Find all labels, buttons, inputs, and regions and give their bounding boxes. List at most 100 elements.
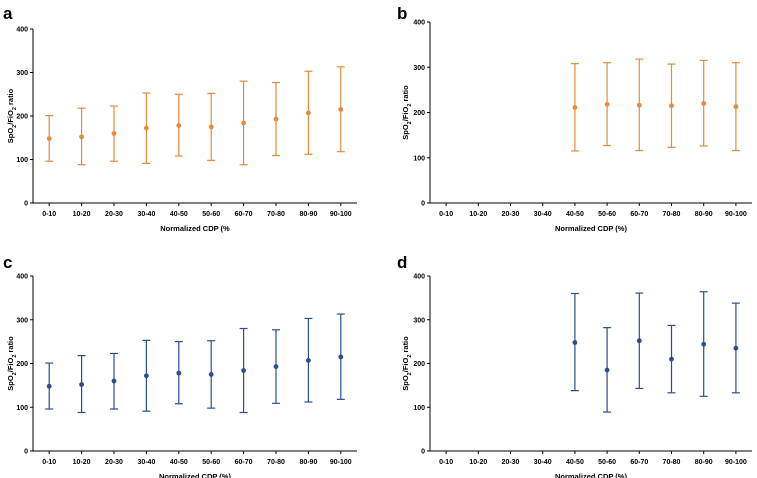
y-tick-label: 400 — [16, 274, 28, 281]
data-point — [144, 373, 149, 379]
data-point — [273, 364, 279, 369]
x-axis-title: Normalized CDP (%) — [555, 472, 627, 478]
x-tick-label: 60-70 — [235, 459, 253, 466]
x-tick-label: 10-20 — [469, 211, 487, 218]
y-tick-label: 400 — [413, 274, 425, 281]
x-tick-label: 90-100 — [725, 211, 747, 218]
x-tick-label: 70-80 — [267, 211, 285, 218]
y-tick-label: 200 — [16, 361, 28, 368]
data-point — [572, 105, 578, 110]
x-axis-title: Normalized CDP (%) — [159, 472, 231, 478]
x-tick-label: 80-90 — [299, 211, 317, 218]
x-tick-label: 90-100 — [330, 211, 352, 218]
panel-letter: c — [3, 253, 12, 272]
y-tick-label: 100 — [413, 155, 425, 162]
chart-panel-a: a 0 100 200 300 400 0-10 10-20 20-30 30-40 40-50 50… — [3, 4, 357, 233]
x-tick-label: 40-50 — [170, 211, 188, 218]
data-point — [208, 372, 214, 377]
x-tick-label: 0-10 — [439, 459, 453, 466]
y-axis-title-subscript: 2 — [407, 355, 413, 358]
y-tick-label: 200 — [413, 361, 425, 368]
x-axis-title: Normalized CDP (% — [160, 224, 230, 233]
x-tick-label: 60-70 — [235, 211, 253, 218]
x-tick-label: 20-30 — [105, 211, 123, 218]
x-tick-label: 70-80 — [663, 459, 681, 466]
data-point — [46, 136, 52, 142]
y-tick-label: 300 — [16, 317, 28, 324]
data-point — [572, 340, 578, 345]
x-tick-label: 30-40 — [137, 459, 155, 466]
x-tick-label: 50-60 — [202, 459, 220, 466]
x-axis-title: Normalized CDP (%) — [555, 224, 627, 233]
y-axis-title: SpO2/FiO2 ratio — [6, 336, 18, 391]
y-tick-label: 0 — [24, 201, 28, 208]
x-tick-label: 40-50 — [566, 459, 584, 466]
data-point — [79, 134, 84, 140]
x-tick-label: 30-40 — [534, 211, 552, 218]
y-axis-title-subscript: 2 — [12, 372, 18, 375]
y-tick-label: 300 — [413, 65, 425, 72]
x-tick-label: 20-30 — [502, 459, 520, 466]
data-point — [604, 367, 610, 373]
data-point — [604, 101, 610, 107]
y-axis-title-part: /FiO — [401, 358, 410, 373]
y-tick-label: 0 — [421, 201, 425, 208]
y-axis-title-subscript: 2 — [407, 121, 413, 124]
data-point — [306, 358, 311, 363]
y-tick-label: 200 — [413, 110, 425, 117]
data-point — [176, 370, 182, 376]
x-tick-label: 60-70 — [630, 459, 648, 466]
y-axis-title-part: SpO — [6, 375, 15, 391]
x-tick-label: 90-100 — [330, 459, 352, 466]
x-tick-label: 40-50 — [170, 459, 188, 466]
y-axis-title-part: SpO — [401, 124, 410, 140]
x-tick-label: 50-60 — [598, 211, 616, 218]
data-point — [306, 110, 311, 116]
data-point — [46, 383, 52, 389]
data-point — [733, 345, 739, 351]
y-axis-title-part: ratio — [6, 336, 15, 355]
data-point — [636, 102, 642, 108]
x-tick-label: 20-30 — [502, 211, 520, 218]
y-tick-label: 0 — [24, 449, 28, 456]
data-point — [636, 338, 642, 344]
data-point — [111, 378, 117, 384]
x-tick-label: 10-20 — [73, 211, 91, 218]
y-axis-title-subscript: 2 — [407, 104, 413, 107]
y-axis-title-part: ratio — [401, 85, 410, 104]
data-point — [733, 104, 739, 110]
data-point — [701, 341, 707, 347]
y-axis-title-part: ratio — [401, 336, 410, 355]
y-axis-title-subscript: 2 — [407, 372, 413, 375]
chart-panel-c: c 0 100 200 300 400 0-10 10-20 20-30 30-40 40-50 50… — [3, 253, 357, 478]
data-point — [111, 131, 117, 136]
x-tick-label: 60-70 — [630, 211, 648, 218]
y-axis-title: SpO2/FiO2 ratio — [401, 336, 413, 391]
data-point — [669, 103, 674, 109]
y-tick-label: 100 — [16, 157, 28, 164]
y-tick-label: 0 — [421, 449, 425, 456]
y-axis-title: SpO2/FiO2 ratio — [401, 85, 413, 140]
x-tick-label: 80-90 — [695, 459, 713, 466]
y-axis-title-part: /FiO — [6, 358, 15, 373]
y-axis-title-part: ratio — [6, 88, 15, 107]
y-axis-title-part: SpO — [401, 375, 410, 391]
data-point — [701, 101, 707, 106]
data-point — [669, 356, 674, 362]
y-tick-label: 400 — [413, 20, 425, 27]
panel-letter: a — [3, 4, 13, 23]
data-point — [241, 120, 247, 126]
data-point — [144, 125, 149, 131]
y-axis-title-subscript: 2 — [12, 355, 18, 358]
y-axis-title-part: /FiO — [401, 107, 410, 122]
x-tick-label: 80-90 — [695, 211, 713, 218]
x-tick-label: 30-40 — [137, 211, 155, 218]
x-tick-label: 50-60 — [598, 459, 616, 466]
y-axis-title-subscript: 2 — [12, 125, 18, 128]
x-tick-label: 80-90 — [299, 459, 317, 466]
y-tick-label: 300 — [413, 317, 425, 324]
panel-letter: d — [397, 253, 407, 272]
chart-panel-d: d 0 100 200 300 400 0-10 10-20 20-30 30-40 40-50 50… — [397, 253, 752, 478]
data-point — [338, 107, 344, 112]
